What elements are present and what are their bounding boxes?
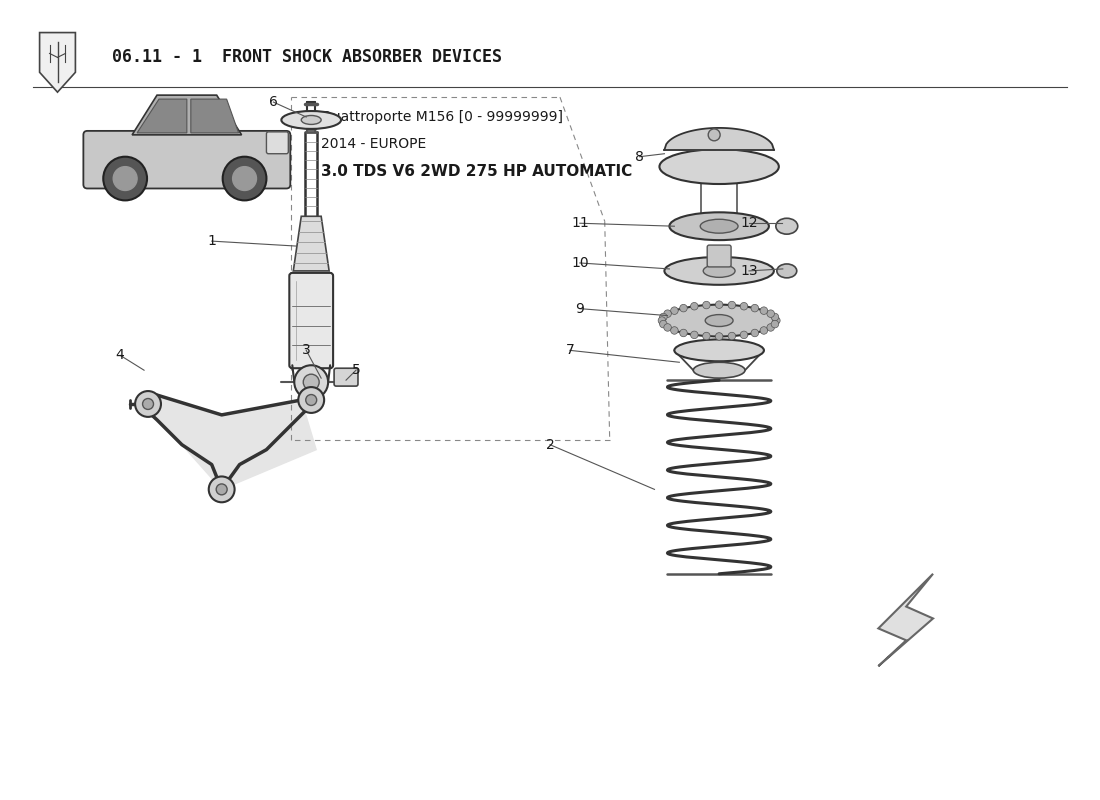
- Circle shape: [708, 129, 720, 141]
- Text: 6: 6: [270, 95, 278, 109]
- Text: 2: 2: [546, 438, 554, 452]
- Text: 1: 1: [207, 234, 217, 248]
- Circle shape: [304, 374, 319, 390]
- Polygon shape: [132, 95, 242, 135]
- Circle shape: [728, 302, 736, 309]
- Polygon shape: [190, 99, 239, 133]
- Polygon shape: [138, 99, 187, 133]
- Text: 7: 7: [565, 343, 574, 358]
- Text: 5: 5: [352, 363, 361, 378]
- Text: 10: 10: [571, 256, 588, 270]
- Circle shape: [660, 320, 667, 328]
- Circle shape: [103, 157, 147, 200]
- FancyBboxPatch shape: [289, 273, 333, 368]
- Circle shape: [671, 326, 679, 334]
- Circle shape: [760, 326, 768, 334]
- Circle shape: [703, 302, 711, 309]
- Text: 2014 - EUROPE: 2014 - EUROPE: [321, 137, 427, 150]
- Circle shape: [728, 332, 736, 340]
- Circle shape: [658, 317, 666, 324]
- Circle shape: [660, 314, 667, 321]
- Circle shape: [295, 366, 328, 399]
- Ellipse shape: [301, 115, 321, 125]
- Circle shape: [663, 324, 671, 331]
- Circle shape: [751, 304, 759, 312]
- FancyBboxPatch shape: [707, 245, 732, 267]
- FancyBboxPatch shape: [334, 368, 358, 386]
- Circle shape: [715, 301, 723, 309]
- Circle shape: [740, 331, 748, 338]
- Ellipse shape: [705, 314, 733, 326]
- Text: 4: 4: [116, 348, 124, 362]
- Circle shape: [663, 310, 671, 318]
- Circle shape: [135, 391, 161, 417]
- Circle shape: [232, 166, 256, 190]
- Circle shape: [680, 304, 688, 312]
- Circle shape: [771, 314, 779, 321]
- Circle shape: [671, 307, 679, 314]
- Text: 3.0 TDS V6 2WD 275 HP AUTOMATIC: 3.0 TDS V6 2WD 275 HP AUTOMATIC: [321, 164, 632, 179]
- Text: Quattroporte M156 [0 - 99999999]: Quattroporte M156 [0 - 99999999]: [321, 110, 563, 124]
- Polygon shape: [40, 33, 76, 92]
- Text: 11: 11: [571, 216, 588, 230]
- Polygon shape: [294, 216, 329, 271]
- Ellipse shape: [777, 264, 796, 278]
- Circle shape: [209, 477, 234, 502]
- Polygon shape: [878, 574, 933, 666]
- Ellipse shape: [659, 150, 779, 184]
- Text: 12: 12: [740, 216, 758, 230]
- Ellipse shape: [282, 111, 341, 129]
- Text: 3: 3: [301, 343, 310, 358]
- Circle shape: [740, 302, 748, 310]
- Circle shape: [217, 484, 227, 495]
- Circle shape: [143, 398, 154, 410]
- Text: 9: 9: [575, 302, 584, 316]
- Circle shape: [767, 310, 774, 318]
- Circle shape: [306, 394, 317, 406]
- FancyBboxPatch shape: [266, 132, 288, 154]
- Ellipse shape: [776, 218, 798, 234]
- Ellipse shape: [674, 339, 763, 362]
- Circle shape: [222, 157, 266, 200]
- Ellipse shape: [662, 305, 777, 337]
- Circle shape: [767, 324, 774, 331]
- Ellipse shape: [670, 212, 769, 240]
- Ellipse shape: [693, 362, 745, 378]
- Circle shape: [680, 330, 688, 337]
- Circle shape: [760, 307, 768, 314]
- Ellipse shape: [664, 257, 774, 285]
- Text: 06.11 - 1  FRONT SHOCK ABSORBER DEVICES: 06.11 - 1 FRONT SHOCK ABSORBER DEVICES: [112, 48, 503, 66]
- Polygon shape: [144, 395, 316, 490]
- Circle shape: [691, 302, 698, 310]
- Text: 13: 13: [740, 264, 758, 278]
- Circle shape: [751, 330, 759, 337]
- Circle shape: [691, 331, 698, 338]
- Text: 8: 8: [635, 150, 643, 164]
- Circle shape: [703, 332, 711, 340]
- Ellipse shape: [701, 219, 738, 233]
- Ellipse shape: [703, 265, 735, 278]
- Circle shape: [113, 166, 138, 190]
- Circle shape: [715, 333, 723, 340]
- Circle shape: [772, 317, 780, 324]
- Circle shape: [771, 320, 779, 328]
- Circle shape: [298, 387, 324, 413]
- FancyBboxPatch shape: [84, 131, 290, 189]
